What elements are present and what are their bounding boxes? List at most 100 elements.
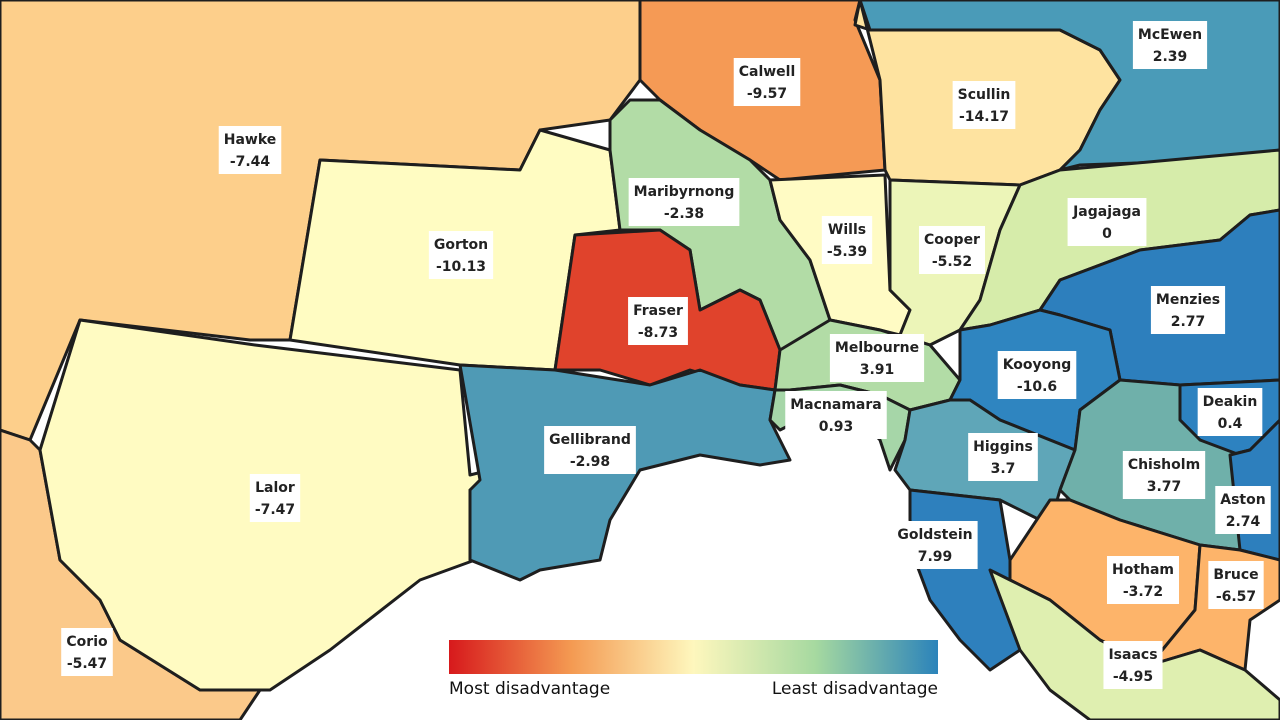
- region-label: Gellibrand -2.98: [544, 426, 636, 474]
- region-value: -14.17: [959, 109, 1009, 125]
- region-value: 2.74: [1226, 514, 1261, 530]
- region-value: 2.39: [1153, 49, 1188, 65]
- region-label: Calwell -9.57: [733, 58, 801, 106]
- label-box: [428, 231, 494, 279]
- region-name: Cooper: [924, 232, 980, 248]
- label-box: [918, 226, 986, 274]
- region-label: Scullin -14.17: [952, 81, 1016, 129]
- region-name: Fraser: [633, 303, 683, 319]
- legend-high: Least disadvantage: [772, 679, 938, 699]
- region-label: McEwen 2.39: [1132, 21, 1208, 69]
- region-name: Melbourne: [835, 340, 919, 356]
- region-value: -6.57: [1216, 589, 1256, 605]
- region-label: Goldstein 7.99: [892, 521, 978, 569]
- region-name: Scullin: [958, 87, 1011, 103]
- label-box: [1067, 198, 1147, 246]
- label-box: [1132, 21, 1208, 69]
- region-value: 7.99: [918, 549, 953, 565]
- region-label: Gorton -10.13: [428, 231, 494, 279]
- label-box: [249, 474, 301, 522]
- label-box: [821, 216, 873, 264]
- region-name: Calwell: [739, 64, 796, 80]
- region-value: 3.7: [991, 461, 1016, 477]
- label-box: [218, 126, 282, 174]
- region-name: Chisholm: [1128, 457, 1200, 473]
- region-label: Lalor -7.47: [249, 474, 301, 522]
- region-value: -5.52: [932, 254, 972, 270]
- region-label: Macnamara 0.93: [785, 391, 887, 439]
- region-name: Higgins: [973, 439, 1033, 455]
- label-box: [1106, 556, 1180, 604]
- label-box: [952, 81, 1016, 129]
- label-box: [1103, 641, 1163, 689]
- region-name: Aston: [1220, 492, 1265, 508]
- region-name: Corio: [66, 634, 108, 650]
- label-box: [968, 433, 1038, 481]
- region-name: Macnamara: [790, 397, 881, 413]
- region-name: Maribyrnong: [634, 184, 735, 200]
- region-value: 3.77: [1147, 479, 1182, 495]
- label-box: [1197, 388, 1263, 436]
- region-label: Hawke -7.44: [218, 126, 282, 174]
- region-name: Menzies: [1156, 292, 1220, 308]
- region-name: McEwen: [1138, 27, 1202, 43]
- region-value: 0: [1102, 226, 1112, 242]
- region-label: Wills -5.39: [821, 216, 873, 264]
- region-label: Maribyrnong -2.38: [628, 178, 740, 226]
- region-label: Cooper -5.52: [918, 226, 986, 274]
- region-label: Jagajaga 0: [1067, 198, 1147, 246]
- region-name: Hawke: [224, 132, 277, 148]
- region-label: Kooyong -10.6: [997, 351, 1077, 399]
- region-value: -9.57: [747, 86, 787, 102]
- region-label: Fraser -8.73: [628, 297, 688, 345]
- region-value: 0.93: [819, 419, 854, 435]
- region-value: 0.4: [1218, 416, 1243, 432]
- region-name: Deakin: [1203, 394, 1258, 410]
- label-box: [1215, 486, 1271, 534]
- label-box: [1150, 286, 1226, 334]
- label-box: [785, 391, 887, 439]
- label-box: [61, 628, 113, 676]
- region-value: 2.77: [1171, 314, 1206, 330]
- region-name: Wills: [828, 222, 866, 238]
- region-value: -3.72: [1123, 584, 1163, 600]
- region-name: Hotham: [1112, 562, 1174, 578]
- label-box: [544, 426, 636, 474]
- region-label: Aston 2.74: [1215, 486, 1271, 534]
- label-box: [1208, 561, 1264, 609]
- legend-low: Most disadvantage: [449, 679, 610, 699]
- label-box: [628, 178, 740, 226]
- region-label: Hotham -3.72: [1106, 556, 1180, 604]
- label-box: [733, 58, 801, 106]
- region-value: -4.95: [1113, 669, 1153, 685]
- region-name: Gorton: [434, 237, 488, 253]
- region-value: -8.73: [638, 325, 678, 341]
- region-label: Menzies 2.77: [1150, 286, 1226, 334]
- label-box: [1122, 451, 1206, 499]
- region-label: Melbourne 3.91: [829, 334, 925, 382]
- region-value: -7.47: [255, 502, 295, 518]
- region-label: Deakin 0.4: [1197, 388, 1263, 436]
- region-value: -2.98: [570, 454, 610, 470]
- region-label: Bruce -6.57: [1208, 561, 1264, 609]
- region-value: -5.39: [827, 244, 867, 260]
- label-box: [997, 351, 1077, 399]
- region-value: -7.44: [230, 154, 271, 170]
- region-value: -10.13: [436, 259, 486, 275]
- region: [988, 568, 1280, 720]
- region-name: Lalor: [255, 480, 295, 496]
- region-value: -10.6: [1017, 379, 1057, 395]
- region-label: Corio -5.47: [61, 628, 113, 676]
- label-box: [628, 297, 688, 345]
- region-label: Higgins 3.7: [968, 433, 1038, 481]
- region-value: -2.38: [664, 206, 704, 222]
- region-name: Kooyong: [1003, 357, 1072, 373]
- label-box: [892, 521, 978, 569]
- region-name: Goldstein: [897, 527, 972, 543]
- region-value: 3.91: [860, 362, 895, 378]
- region-name: Isaacs: [1108, 647, 1157, 663]
- region-name: Jagajaga: [1072, 204, 1141, 220]
